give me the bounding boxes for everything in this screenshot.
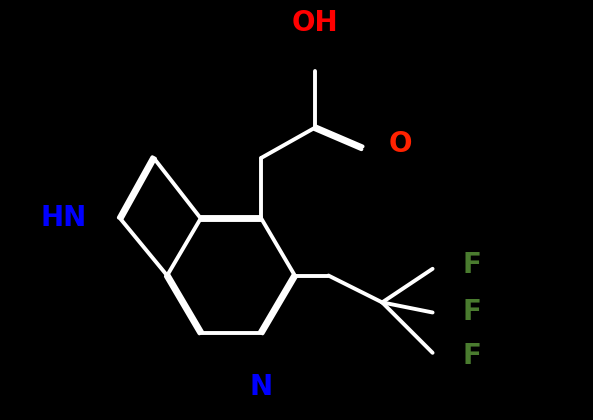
Text: F: F <box>463 252 482 279</box>
Text: N: N <box>250 373 273 401</box>
Text: F: F <box>463 299 482 326</box>
Text: O: O <box>389 131 412 158</box>
Text: OH: OH <box>292 9 338 37</box>
Text: F: F <box>463 342 482 370</box>
Text: HN: HN <box>40 205 87 232</box>
